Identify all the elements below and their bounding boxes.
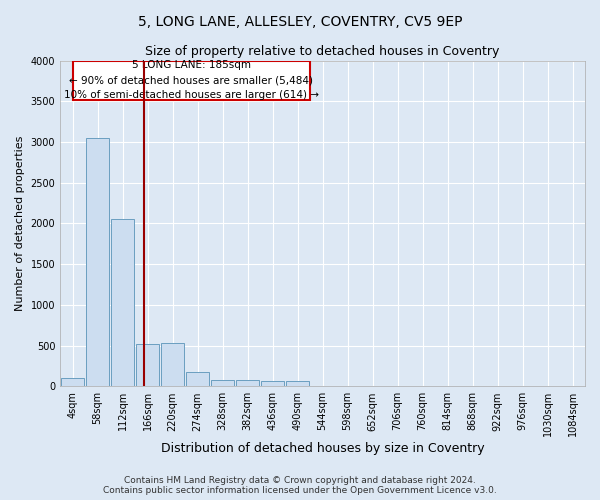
FancyBboxPatch shape: [73, 60, 310, 100]
Text: 5, LONG LANE, ALLESLEY, COVENTRY, CV5 9EP: 5, LONG LANE, ALLESLEY, COVENTRY, CV5 9E…: [138, 15, 462, 29]
Bar: [136, 344, 159, 387]
Y-axis label: Number of detached properties: Number of detached properties: [15, 136, 25, 311]
Bar: [211, 380, 234, 386]
Text: Contains HM Land Registry data © Crown copyright and database right 2024.
Contai: Contains HM Land Registry data © Crown c…: [103, 476, 497, 495]
X-axis label: Distribution of detached houses by size in Coventry: Distribution of detached houses by size …: [161, 442, 484, 455]
Text: 5 LONG LANE: 185sqm
← 90% of detached houses are smaller (5,484)
10% of semi-det: 5 LONG LANE: 185sqm ← 90% of detached ho…: [64, 60, 319, 100]
Bar: [236, 380, 259, 386]
Bar: [161, 343, 184, 386]
Bar: [112, 220, 134, 386]
Bar: [286, 382, 309, 386]
Bar: [86, 138, 109, 386]
Bar: [262, 380, 284, 386]
Bar: [187, 372, 209, 386]
Bar: [61, 378, 84, 386]
Title: Size of property relative to detached houses in Coventry: Size of property relative to detached ho…: [145, 45, 500, 58]
